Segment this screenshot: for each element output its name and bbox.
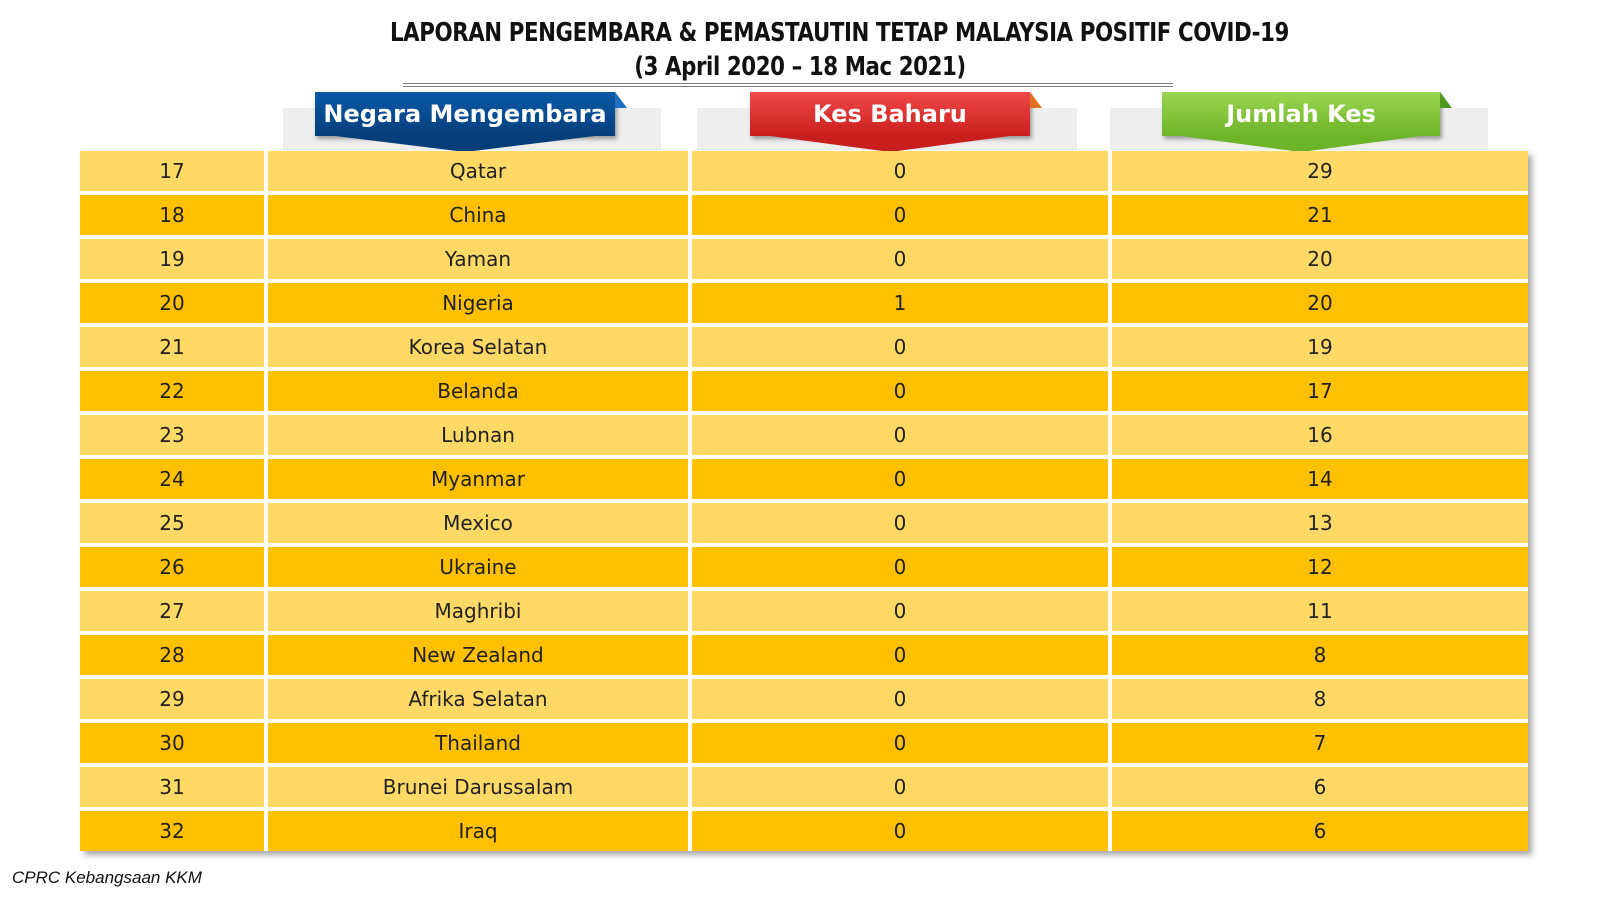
header-total-cases: Jumlah Kes	[1162, 92, 1452, 152]
row-number: 22	[80, 371, 268, 411]
new-cases-cell: 0	[692, 415, 1112, 455]
row-number: 29	[80, 679, 268, 719]
row-number: 30	[80, 723, 268, 763]
table-row: 29 Afrika Selatan 0 8	[80, 679, 1528, 723]
header-country-fold	[615, 92, 627, 108]
new-cases-cell: 0	[692, 635, 1112, 675]
table-row: 25 Mexico 0 13	[80, 503, 1528, 547]
row-number: 21	[80, 327, 268, 367]
new-cases-cell: 0	[692, 723, 1112, 763]
new-cases-cell: 0	[692, 679, 1112, 719]
total-cases-cell: 16	[1112, 415, 1528, 455]
total-cases-cell: 12	[1112, 547, 1528, 587]
total-cases-cell: 19	[1112, 327, 1528, 367]
header-new-cases-fold	[1030, 92, 1042, 108]
country-cell: Iraq	[268, 811, 692, 851]
table-row: 17 Qatar 0 29	[80, 151, 1528, 195]
country-cell: Brunei Darussalam	[268, 767, 692, 807]
table-row: 31 Brunei Darussalam 0 6	[80, 767, 1528, 811]
row-number: 27	[80, 591, 268, 631]
header-country-arrow	[335, 136, 595, 152]
country-cell: New Zealand	[268, 635, 692, 675]
country-cell: Maghribi	[268, 591, 692, 631]
title-line-1: LAPORAN PENGEMBARA & PEMASTAUTIN TETAP M…	[390, 18, 1289, 48]
table-row: 28 New Zealand 0 8	[80, 635, 1528, 679]
row-number: 31	[80, 767, 268, 807]
new-cases-cell: 0	[692, 327, 1112, 367]
country-cell: Qatar	[268, 151, 692, 191]
new-cases-cell: 0	[692, 239, 1112, 279]
country-cell: China	[268, 195, 692, 235]
row-number: 20	[80, 283, 268, 323]
cases-table: 17 Qatar 0 29 18 China 0 21 19 Yaman 0 20 20 Nigeria 1…	[80, 151, 1528, 851]
country-cell: Mexico	[268, 503, 692, 543]
country-cell: Lubnan	[268, 415, 692, 455]
new-cases-cell: 0	[692, 547, 1112, 587]
total-cases-cell: 20	[1112, 239, 1528, 279]
country-cell: Myanmar	[268, 459, 692, 499]
total-cases-cell: 20	[1112, 283, 1528, 323]
table-row: 26 Ukraine 0 12	[80, 547, 1528, 591]
row-number: 23	[80, 415, 268, 455]
table-row: 30 Thailand 0 7	[80, 723, 1528, 767]
row-number: 24	[80, 459, 268, 499]
country-cell: Nigeria	[268, 283, 692, 323]
row-number: 26	[80, 547, 268, 587]
header-new-cases-label: Kes Baharu	[813, 100, 967, 128]
row-number: 17	[80, 151, 268, 191]
country-cell: Korea Selatan	[268, 327, 692, 367]
new-cases-cell: 0	[692, 195, 1112, 235]
header-country: Negara Mengembara	[315, 92, 627, 152]
row-number: 19	[80, 239, 268, 279]
total-cases-cell: 14	[1112, 459, 1528, 499]
country-cell: Belanda	[268, 371, 692, 411]
table-row: 23 Lubnan 0 16	[80, 415, 1528, 459]
total-cases-cell: 17	[1112, 371, 1528, 411]
new-cases-cell: 0	[692, 767, 1112, 807]
new-cases-cell: 0	[692, 151, 1112, 191]
total-cases-cell: 8	[1112, 635, 1528, 675]
country-cell: Ukraine	[268, 547, 692, 587]
total-cases-cell: 29	[1112, 151, 1528, 191]
country-cell: Yaman	[268, 239, 692, 279]
new-cases-cell: 0	[692, 371, 1112, 411]
total-cases-cell: 6	[1112, 811, 1528, 851]
table-row: 21 Korea Selatan 0 19	[80, 327, 1528, 371]
table-row: 20 Nigeria 1 20	[80, 283, 1528, 327]
row-number: 32	[80, 811, 268, 851]
country-cell: Thailand	[268, 723, 692, 763]
country-cell: Afrika Selatan	[268, 679, 692, 719]
header-new-cases: Kes Baharu	[750, 92, 1042, 152]
source-footer: CPRC Kebangsaan KKM	[12, 868, 202, 887]
title-line-2: (3 April 2020 – 18 Mac 2021)	[634, 52, 966, 82]
header-new-cases-arrow	[770, 136, 1010, 152]
title-divider	[403, 83, 1173, 87]
total-cases-cell: 7	[1112, 723, 1528, 763]
new-cases-cell: 0	[692, 503, 1112, 543]
total-cases-cell: 13	[1112, 503, 1528, 543]
new-cases-cell: 0	[692, 811, 1112, 851]
row-number: 18	[80, 195, 268, 235]
header-total-cases-arrow	[1181, 136, 1421, 152]
table-row: 32 Iraq 0 6	[80, 811, 1528, 851]
table-row: 24 Myanmar 0 14	[80, 459, 1528, 503]
header-total-cases-label: Jumlah Kes	[1226, 100, 1376, 128]
row-number: 25	[80, 503, 268, 543]
header-total-cases-fold	[1440, 92, 1452, 108]
table-row: 22 Belanda 0 17	[80, 371, 1528, 415]
report-title: LAPORAN PENGEMBARA & PEMASTAUTIN TETAP M…	[300, 16, 1300, 84]
new-cases-cell: 0	[692, 591, 1112, 631]
new-cases-cell: 0	[692, 459, 1112, 499]
total-cases-cell: 11	[1112, 591, 1528, 631]
new-cases-cell: 1	[692, 283, 1112, 323]
total-cases-cell: 8	[1112, 679, 1528, 719]
total-cases-cell: 6	[1112, 767, 1528, 807]
table-row: 18 China 0 21	[80, 195, 1528, 239]
table-row: 27 Maghribi 0 11	[80, 591, 1528, 635]
total-cases-cell: 21	[1112, 195, 1528, 235]
table-row: 19 Yaman 0 20	[80, 239, 1528, 283]
row-number: 28	[80, 635, 268, 675]
header-country-label: Negara Mengembara	[323, 100, 607, 128]
